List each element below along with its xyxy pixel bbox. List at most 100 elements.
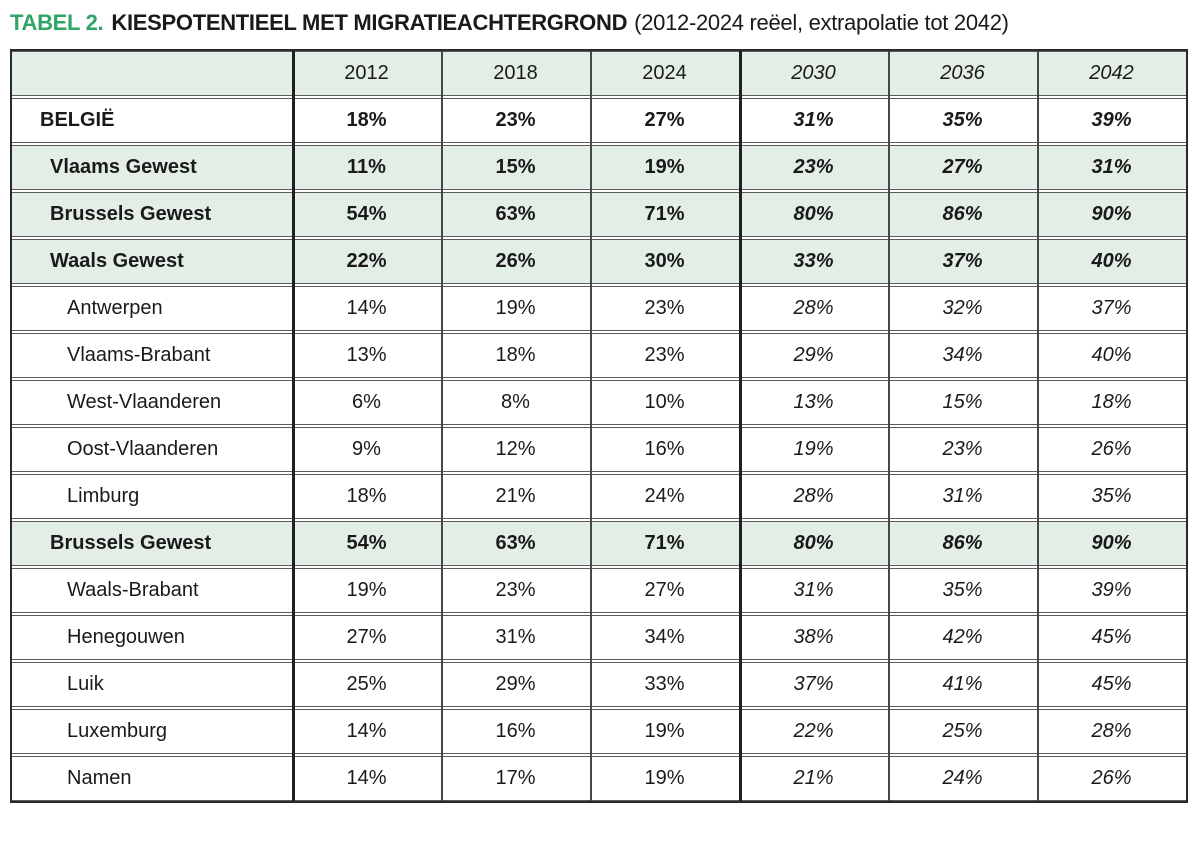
value-cell: 71% [590, 521, 739, 566]
row-label: Antwerpen [12, 286, 292, 331]
value-cell: 23% [590, 333, 739, 378]
value-cell: 26% [1037, 756, 1186, 801]
row-label: Limburg [12, 474, 292, 519]
value-cell: 86% [888, 521, 1037, 566]
column-divider-extrapolation [739, 51, 742, 801]
title-main-text: KIESPOTENTIEEL MET MIGRATIEACHTERGROND [111, 10, 628, 35]
row-label: Brussels Gewest [12, 192, 292, 237]
row-label: Vlaams Gewest [12, 145, 292, 190]
value-cell: 63% [441, 192, 590, 237]
value-cell: 35% [888, 568, 1037, 613]
value-cell: 23% [888, 427, 1037, 472]
row-label: Luik [12, 662, 292, 707]
value-cell: 19% [292, 568, 441, 613]
row-label: West-Vlaanderen [12, 380, 292, 425]
table-row: Antwerpen 14% 19% 23% 28% 32% 37% [12, 286, 1186, 331]
value-cell: 19% [441, 286, 590, 331]
value-cell: 63% [441, 521, 590, 566]
value-cell: 34% [590, 615, 739, 660]
value-cell: 26% [1037, 427, 1186, 472]
value-cell: 25% [292, 662, 441, 707]
value-cell: 90% [1037, 192, 1186, 237]
row-label: Namen [12, 756, 292, 801]
year-column-header: 2012 [292, 51, 441, 96]
value-cell: 23% [590, 286, 739, 331]
table-row: Waals-Brabant 19% 23% 27% 31% 35% 39% [12, 568, 1186, 613]
value-cell: 80% [739, 521, 888, 566]
value-cell: 31% [739, 98, 888, 143]
value-cell: 35% [888, 98, 1037, 143]
value-cell: 21% [441, 474, 590, 519]
value-cell: 35% [1037, 474, 1186, 519]
value-cell: 33% [590, 662, 739, 707]
value-cell: 26% [441, 239, 590, 284]
year-column-header: 2036 [888, 51, 1037, 96]
year-column-header: 2024 [590, 51, 739, 96]
value-cell: 30% [590, 239, 739, 284]
value-cell: 29% [739, 333, 888, 378]
value-cell: 22% [292, 239, 441, 284]
row-label: Waals-Brabant [12, 568, 292, 613]
table-row: Henegouwen 27% 31% 34% 38% 42% 45% [12, 615, 1186, 660]
table-row: Brussels Gewest 54% 63% 71% 80% 86% 90% [12, 192, 1186, 237]
value-cell: 29% [441, 662, 590, 707]
value-cell: 40% [1037, 239, 1186, 284]
value-cell: 18% [292, 474, 441, 519]
value-cell: 31% [1037, 145, 1186, 190]
value-cell: 21% [739, 756, 888, 801]
row-label: BELGIË [12, 98, 292, 143]
value-cell: 31% [441, 615, 590, 660]
value-cell: 86% [888, 192, 1037, 237]
value-cell: 80% [739, 192, 888, 237]
value-cell: 54% [292, 192, 441, 237]
value-cell: 22% [739, 709, 888, 754]
value-cell: 15% [888, 380, 1037, 425]
value-cell: 45% [1037, 615, 1186, 660]
row-label: Vlaams-Brabant [12, 333, 292, 378]
table-number-label: TABEL 2. [10, 10, 104, 35]
value-cell: 33% [739, 239, 888, 284]
value-cell: 19% [590, 756, 739, 801]
value-cell: 32% [888, 286, 1037, 331]
table-row: Oost-Vlaanderen 9% 12% 16% 19% 23% 26% [12, 427, 1186, 472]
corner-cell [12, 51, 292, 96]
value-cell: 39% [1037, 568, 1186, 613]
value-cell: 37% [739, 662, 888, 707]
row-label: Luxemburg [12, 709, 292, 754]
value-cell: 23% [739, 145, 888, 190]
column-divider [888, 51, 890, 801]
year-column-header: 2018 [441, 51, 590, 96]
value-cell: 24% [888, 756, 1037, 801]
row-label: Oost-Vlaanderen [12, 427, 292, 472]
value-cell: 18% [292, 98, 441, 143]
value-cell: 45% [1037, 662, 1186, 707]
value-cell: 16% [441, 709, 590, 754]
value-cell: 14% [292, 286, 441, 331]
year-column-header: 2042 [1037, 51, 1186, 96]
value-cell: 41% [888, 662, 1037, 707]
value-cell: 71% [590, 192, 739, 237]
value-cell: 28% [1037, 709, 1186, 754]
value-cell: 24% [590, 474, 739, 519]
column-divider [441, 51, 443, 801]
value-cell: 27% [888, 145, 1037, 190]
value-cell: 19% [739, 427, 888, 472]
title-subtitle: (2012-2024 reëel, extrapolatie tot 2042) [634, 10, 1009, 35]
value-cell: 40% [1037, 333, 1186, 378]
value-cell: 27% [292, 615, 441, 660]
table-row: Limburg 18% 21% 24% 28% 31% 35% [12, 474, 1186, 519]
row-label: Brussels Gewest [12, 521, 292, 566]
value-cell: 15% [441, 145, 590, 190]
value-cell: 38% [739, 615, 888, 660]
value-cell: 42% [888, 615, 1037, 660]
value-cell: 90% [1037, 521, 1186, 566]
value-cell: 16% [590, 427, 739, 472]
value-cell: 31% [739, 568, 888, 613]
value-cell: 8% [441, 380, 590, 425]
value-cell: 27% [590, 568, 739, 613]
value-cell: 23% [441, 98, 590, 143]
data-table: 2012 2018 2024 2030 2036 2042 BELGIË 18% 23% 27%… [12, 51, 1186, 801]
value-cell: 25% [888, 709, 1037, 754]
value-cell: 13% [739, 380, 888, 425]
value-cell: 23% [441, 568, 590, 613]
